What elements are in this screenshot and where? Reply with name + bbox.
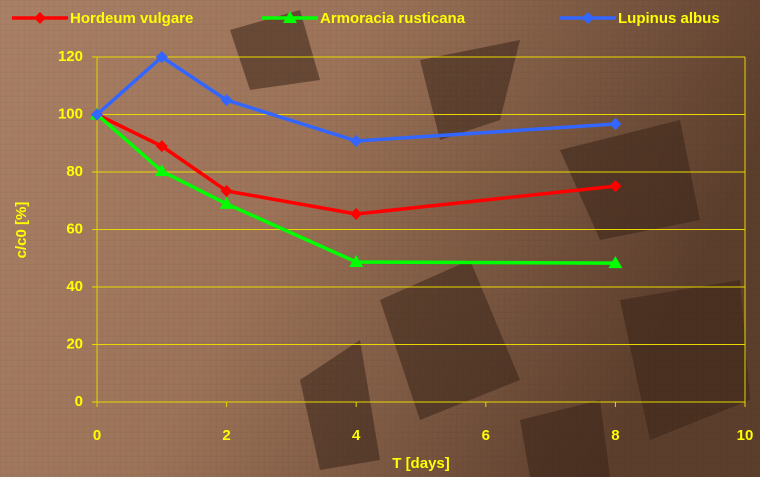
y-tick-label: 120 xyxy=(58,48,83,65)
data-point xyxy=(220,94,233,107)
data-point xyxy=(350,134,363,147)
legend-label: Hordeum vulgare xyxy=(70,10,193,27)
data-point xyxy=(155,51,168,63)
y-tick-label: 40 xyxy=(66,278,83,295)
legend-label: Lupinus albus xyxy=(618,10,720,27)
y-tick-label: 0 xyxy=(75,393,83,410)
data-point xyxy=(220,184,233,197)
data-point xyxy=(349,254,364,267)
data-point xyxy=(154,164,169,177)
data-point xyxy=(609,117,622,130)
data-point xyxy=(609,180,622,193)
legend-marker xyxy=(283,11,297,23)
legend-marker xyxy=(582,12,594,24)
legend-marker xyxy=(34,12,46,24)
x-tick-label: 8 xyxy=(611,427,619,444)
y-tick-label: 20 xyxy=(66,335,83,352)
x-tick-label: 0 xyxy=(93,427,101,444)
y-axis-label: c/c0 [%] xyxy=(13,202,30,259)
data-point xyxy=(350,207,363,220)
y-tick-label: 80 xyxy=(66,163,83,180)
x-tick-label: 10 xyxy=(737,427,754,444)
data-point xyxy=(91,108,103,121)
x-axis-label: T [days] xyxy=(392,455,450,472)
legend-label: Armoracia rusticana xyxy=(320,10,466,27)
data-point xyxy=(608,256,623,269)
data-point xyxy=(219,196,234,209)
x-tick-label: 4 xyxy=(352,427,361,444)
x-tick-label: 2 xyxy=(222,427,230,444)
y-tick-label: 100 xyxy=(58,105,83,122)
x-tick-label: 6 xyxy=(482,427,490,444)
y-tick-label: 60 xyxy=(66,220,83,237)
data-point xyxy=(155,140,168,153)
